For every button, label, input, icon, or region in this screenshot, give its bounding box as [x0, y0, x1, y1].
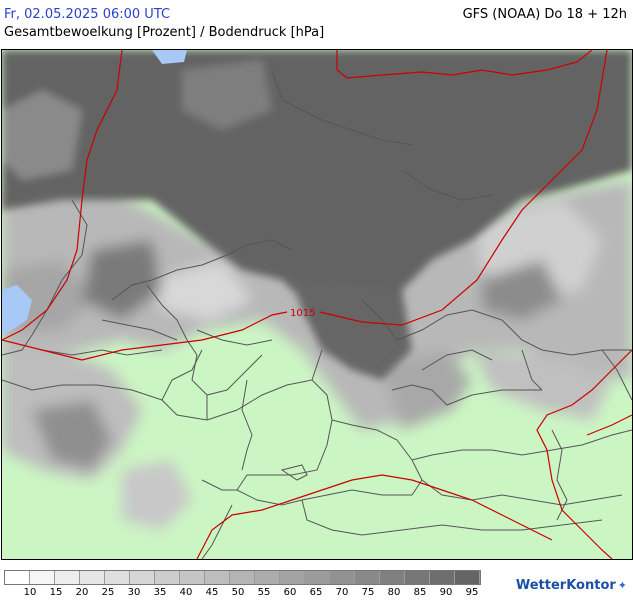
legend-swatch: [205, 571, 230, 584]
isobar-label-1015: 1015: [290, 308, 315, 319]
legend-label: 40: [179, 587, 193, 598]
legend-swatch: [330, 571, 355, 584]
legend-swatch: [380, 571, 405, 584]
legend-labels: 10 15 20 25 30 35 40 45 50 55 60 65 70 75 80 85 90 95: [4, 585, 481, 599]
country-borders: [2, 69, 632, 559]
legend-swatch: [155, 571, 180, 584]
forecast-datetime: Fr, 02.05.2025 06:00 UTC: [4, 7, 171, 22]
legend-swatch: [30, 571, 55, 584]
legend-label: 55: [257, 587, 271, 598]
legend-label: 50: [231, 587, 245, 598]
legend-label: 70: [335, 587, 349, 598]
legend-label: 65: [309, 587, 323, 598]
header-left: Fr, 02.05.2025 06:00 UTC Gesamtbewoelkun…: [4, 6, 324, 42]
legend-label: 80: [387, 587, 401, 598]
legend-swatch: [280, 571, 305, 584]
overcast-layer: [2, 50, 632, 380]
legend-label: 60: [283, 587, 297, 598]
legend-swatch: [130, 571, 155, 584]
legend-label: 10: [23, 587, 37, 598]
legend-label: 95: [465, 587, 479, 598]
legend-label: 45: [205, 587, 219, 598]
legend-label: 15: [49, 587, 63, 598]
cloud-cover-legend: 10 15 20 25 30 35 40 45 50 55 60 65 70 75 80 85 90 95: [4, 570, 481, 599]
legend-swatch: [5, 571, 30, 584]
legend-color-scale: [4, 570, 481, 585]
legend-swatch: [455, 571, 480, 584]
legend-label: 20: [75, 587, 89, 598]
legend-swatch: [55, 571, 80, 584]
water-body-north: [152, 50, 187, 64]
logo-icon: ✦: [617, 579, 627, 592]
isobar-lines: [2, 50, 632, 559]
legend-swatch: [355, 571, 380, 584]
weather-map[interactable]: 1015: [1, 49, 633, 560]
legend-label: 75: [361, 587, 375, 598]
map-canvas: 1015: [2, 50, 632, 559]
legend-label: 90: [439, 587, 453, 598]
legend-label: 25: [101, 587, 115, 598]
water-body-west: [2, 285, 32, 335]
map-subtitle: Gesamtbewoelkung [Prozent] / Bodendruck …: [4, 25, 325, 40]
legend-label: 85: [413, 587, 427, 598]
model-run-label: GFS (NOAA) Do 18 + 12h: [462, 7, 627, 22]
legend-swatch: [230, 571, 255, 584]
legend-swatch: [105, 571, 130, 584]
legend-label: 35: [153, 587, 167, 598]
legend-label: 30: [127, 587, 141, 598]
wetterkontor-logo: WetterKontor ✦: [516, 578, 627, 593]
logo-text: WetterKontor: [515, 578, 616, 593]
legend-swatch: [430, 571, 455, 584]
legend-swatch: [80, 571, 105, 584]
legend-swatch: [305, 571, 330, 584]
legend-swatch: [255, 571, 280, 584]
legend-swatch: [180, 571, 205, 584]
legend-swatch: [405, 571, 430, 584]
